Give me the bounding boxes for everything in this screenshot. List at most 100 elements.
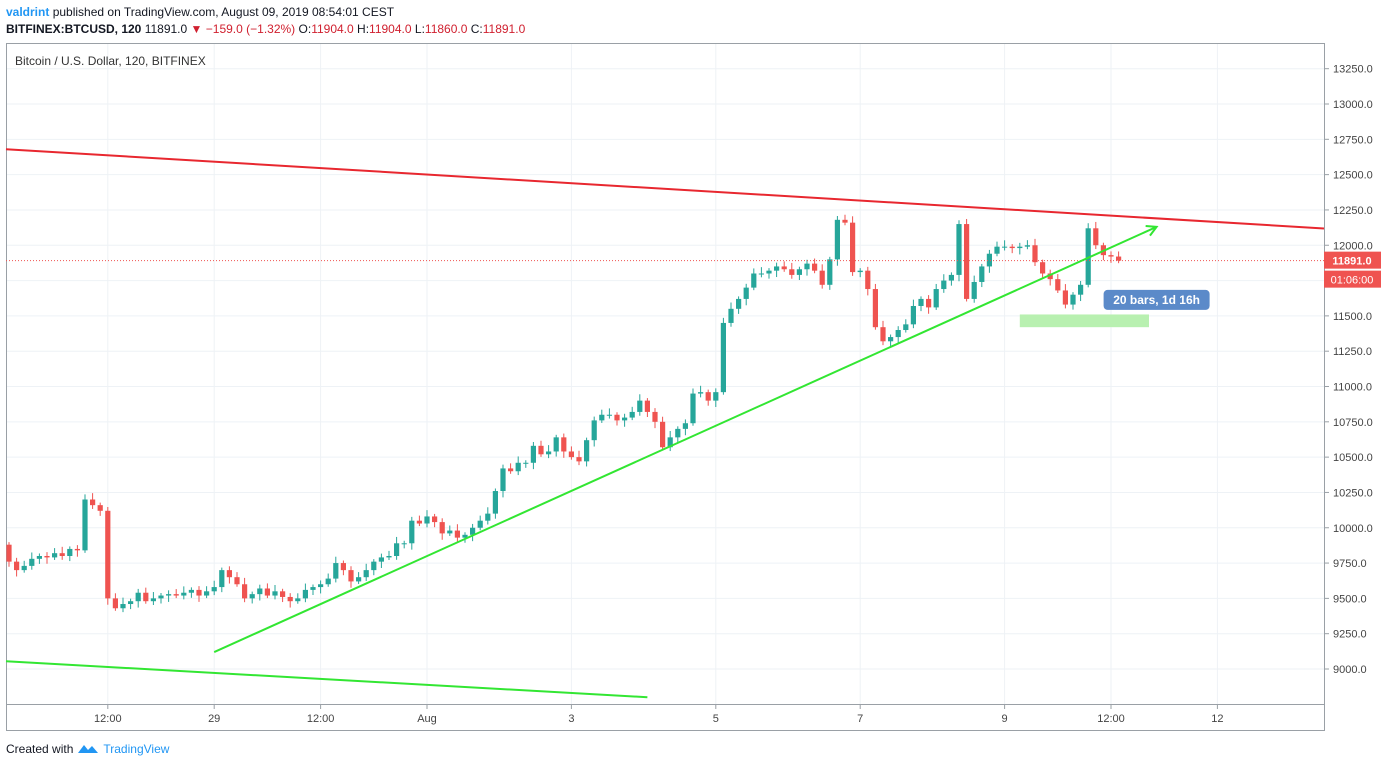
candle-body [1040, 262, 1046, 274]
price-tick-label: 9250.0 [1333, 629, 1367, 641]
candle-body [1017, 246, 1023, 249]
candle-body [439, 522, 445, 534]
symbol-ohlc-row: BITFINEX:BTCUSD, 120 11891.0 ▼ −159.0 (−… [6, 22, 525, 36]
candle-body [1032, 245, 1038, 263]
candle-body [97, 505, 103, 511]
candle-body [667, 437, 673, 448]
price-change: −159.0 (−1.32%) [205, 22, 296, 36]
candle-body [135, 592, 141, 602]
price-tick-label: 12250.0 [1333, 205, 1373, 217]
candle-body [401, 543, 407, 545]
candle-body [166, 594, 172, 596]
candle-body [340, 563, 346, 571]
candle-body [606, 414, 612, 416]
tradingview-brand[interactable]: TradingView [103, 742, 170, 756]
created-with-text: Created with [6, 742, 74, 756]
candle-body [986, 253, 992, 267]
candle-body [774, 266, 780, 271]
high-label: H: [357, 22, 370, 36]
time-tick-label: 12:00 [1097, 713, 1125, 725]
candle-body [675, 428, 681, 438]
candle-body [158, 595, 164, 599]
candle-body [781, 266, 787, 270]
candle-body [933, 289, 939, 308]
candle-body [363, 570, 369, 578]
candle-body [196, 589, 202, 596]
candle-body [918, 298, 924, 306]
candle-body [1093, 228, 1099, 246]
candle-body [59, 553, 65, 556]
candle-body [789, 269, 795, 275]
low-value: 11860.0 [424, 22, 468, 36]
last-price-label: 11891.0 [1332, 256, 1371, 268]
candle-body [827, 259, 833, 285]
candle-body [948, 274, 954, 281]
countdown-badge [1324, 270, 1381, 288]
candle-body [1116, 256, 1122, 261]
candle-body [538, 445, 544, 455]
time-tick-label: 3 [568, 713, 574, 725]
low-label: L: [414, 22, 425, 36]
price-tick-label: 13250.0 [1333, 64, 1373, 76]
trendlines[interactable] [5, 148, 1325, 699]
candle-body [941, 280, 947, 290]
candle-body [523, 462, 529, 464]
candle-body [333, 563, 339, 579]
arrowhead-icon [1145, 225, 1159, 237]
candle-body [561, 437, 567, 452]
candle-body [234, 577, 240, 585]
projection-range-box [1019, 314, 1149, 328]
price-tick-label: 12750.0 [1333, 134, 1373, 146]
candle-body [682, 423, 688, 429]
candle-body [888, 337, 894, 342]
candle-body [29, 558, 35, 566]
candle-body [82, 499, 88, 551]
candle-body [325, 578, 331, 585]
candle-body [804, 263, 810, 270]
candle-body [204, 591, 210, 596]
price-axis: 9000.0 9250.0 9500.0 9750.0 10000.0 10250.0 10… [1324, 64, 1373, 676]
candle-body [371, 561, 377, 571]
price-tick-label: 10000.0 [1333, 523, 1373, 535]
author-name[interactable]: valdrint [6, 5, 50, 19]
candle-body [865, 270, 871, 290]
candle-body [713, 392, 719, 401]
candle-body [112, 598, 118, 609]
candle-body [21, 565, 27, 571]
candle-body [850, 222, 856, 273]
candle-body [1002, 246, 1008, 248]
candle-body [910, 305, 916, 325]
price-tick-label: 11250.0 [1333, 346, 1372, 358]
candle-body [1085, 228, 1091, 285]
candle-body [599, 414, 605, 421]
price-tick-label: 12000.0 [1333, 240, 1373, 252]
candle-body [74, 548, 80, 551]
price-tick-label: 10500.0 [1333, 452, 1373, 464]
candle-body [424, 516, 430, 524]
candle-body [211, 587, 217, 592]
ascending-support-line [213, 225, 1158, 653]
candle-body [576, 457, 582, 462]
candle-body [895, 330, 901, 338]
candle-body [90, 499, 96, 506]
price-tick-label: 10750.0 [1333, 417, 1373, 429]
close-label: C: [470, 22, 483, 36]
time-tick-label: 5 [713, 713, 719, 725]
candle-body [173, 594, 179, 596]
candle-body [705, 392, 711, 401]
candle-body [591, 420, 597, 441]
candle-body [515, 462, 521, 472]
candle-body [956, 224, 962, 275]
candle-body [644, 400, 650, 412]
candle-body [530, 445, 536, 463]
annotations: 20 bars, 1d 16h 11891.0 01:06:00 [1019, 251, 1381, 328]
candle-body [6, 544, 12, 562]
candle-body [416, 520, 422, 524]
candle-body [652, 411, 658, 422]
candle-body [622, 417, 628, 421]
candle-body [120, 604, 126, 609]
time-tick-label: 12:00 [307, 713, 335, 725]
candle-body [500, 468, 506, 492]
time-axis: 12:00 29 12:00 Aug 3 5 7 9 12:00 12 [94, 704, 1224, 725]
